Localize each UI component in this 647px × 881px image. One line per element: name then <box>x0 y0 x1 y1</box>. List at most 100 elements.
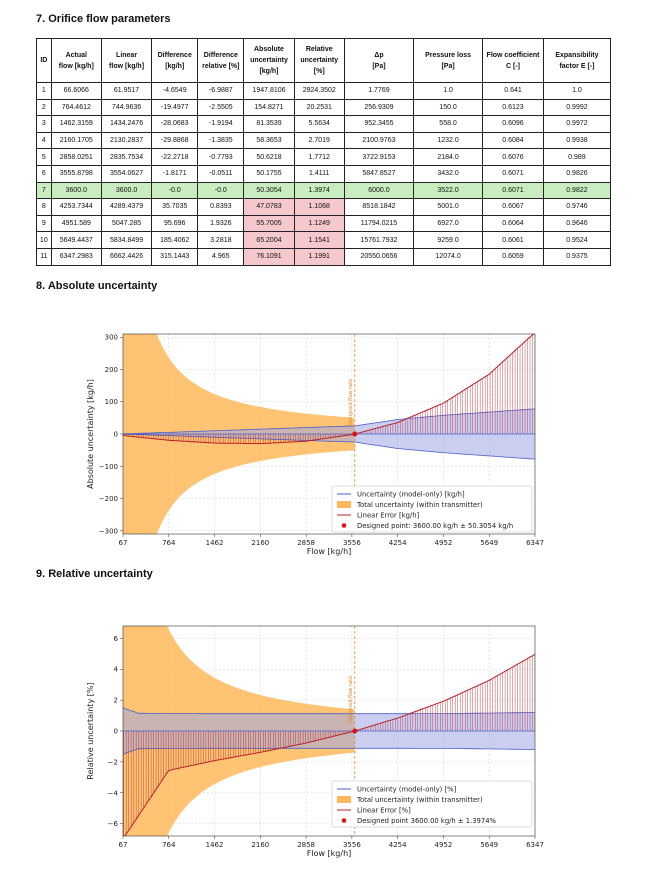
column-header: ID <box>36 38 52 83</box>
column-header: Actual flow [kg/h] <box>50 38 102 83</box>
table-cell: 61.9517 <box>100 82 153 100</box>
legend-entry: Designed point 3600.00 kg/h ± 1.3974% <box>357 817 497 825</box>
x-axis-label: Flow [kg/h] <box>307 547 352 556</box>
table-cell: 2.7019 <box>293 131 345 150</box>
table-cell: 2 <box>36 98 52 117</box>
table-cell: 952.3455 <box>343 115 415 133</box>
x-tick-label: 2160 <box>251 539 269 547</box>
table-cell: 3.2818 <box>197 231 245 249</box>
table-cell: 0.6071 <box>482 164 544 183</box>
table-cell: 6927.0 <box>412 214 484 233</box>
table-row: 9 4951.589 5047.285 95.696 1.9326 55.7005 1.12… <box>36 214 612 233</box>
y-tick-label: −2 <box>108 758 118 766</box>
table-cell: 3554.0627 <box>100 164 153 183</box>
model-uncertainty-upper-line <box>123 707 535 715</box>
x-tick-label: 5649 <box>480 841 498 849</box>
table-cell: 76.1091 <box>243 247 295 266</box>
table-cell: 9 <box>36 214 52 233</box>
x-tick-label: 67 <box>119 841 128 849</box>
table-row: 3 1462.3159 1434.2476 -28.0683 -1.9194 81.353… <box>36 115 612 133</box>
designed-flow-label: Designed flow rate <box>348 676 354 723</box>
legend-total-swatch <box>337 501 351 508</box>
table-cell: 0.6084 <box>482 131 544 150</box>
table-cell: 9259.0 <box>412 231 484 249</box>
column-header-line: Flow coefficient <box>486 51 540 59</box>
table-cell: 5834.8499 <box>100 231 153 249</box>
y-tick-label: 6 <box>114 635 119 643</box>
table-cell: -4.6549 <box>151 82 199 100</box>
table-cell: -28.0683 <box>151 115 199 133</box>
table-cell: 0.641 <box>482 82 544 100</box>
table-cell: 3600.0 <box>100 181 153 200</box>
table-cell: 0.9524 <box>542 231 612 249</box>
column-header: Difference [kg/h] <box>151 38 199 83</box>
x-tick-label: 764 <box>162 539 176 547</box>
table-cell: 1.0 <box>412 82 484 100</box>
table-cell: 0.8393 <box>197 198 245 216</box>
y-tick-label: −6 <box>108 820 119 828</box>
table-cell: 1.1068 <box>293 198 345 216</box>
model-uncertainty-lower-line <box>123 433 535 460</box>
table-cell: 1.9326 <box>197 214 245 233</box>
column-header-line: factor E [-] <box>559 62 595 70</box>
table-row: 6 3555.8798 3554.0627 -1.8171 -0.0511 50.1755… <box>36 164 612 183</box>
table-row: 4 2160.1705 2130.2837 -29.8868 -1.3835 58.365… <box>36 131 612 150</box>
column-header-line: flow [kg/h] <box>109 62 145 70</box>
column-header-line: Expansibility <box>555 51 599 59</box>
table-cell: -6.9887 <box>197 82 245 100</box>
column-header: Pressure loss [Pa] <box>412 38 484 83</box>
table-cell: 47.0783 <box>243 198 295 216</box>
table-cell: 5847.8527 <box>343 164 415 183</box>
table-cell: 1947.8106 <box>243 82 295 100</box>
linear-error-line <box>123 334 535 445</box>
table-cell: 0.9938 <box>542 131 612 150</box>
column-header-line: Actual <box>65 51 87 59</box>
column-header: Relative uncertainty [%] <box>293 38 345 83</box>
y-tick-label: 0 <box>114 728 118 736</box>
table-cell: 6347.2983 <box>50 247 102 266</box>
table-cell: 1.1249 <box>293 214 345 233</box>
table-cell: 55.7005 <box>243 214 295 233</box>
x-tick-label: 4254 <box>389 539 407 547</box>
column-header-line: Absolute <box>254 46 284 53</box>
table-cell: 50.3054 <box>243 181 295 200</box>
orifice-parameters-table: ID Actual flow [kg/h] Linear flow [kg/h] Diff… <box>36 38 612 266</box>
table-cell: 11794.0215 <box>343 214 415 233</box>
x-tick-label: 6347 <box>526 539 544 547</box>
y-tick-label: −100 <box>99 463 118 471</box>
x-tick-label: 1462 <box>206 539 224 547</box>
table-cell: 185.4062 <box>151 231 199 249</box>
plot-area <box>123 626 535 836</box>
legend-entry: Total uncertainty (within transmitter) <box>356 501 483 509</box>
column-header-line: Difference <box>157 51 192 59</box>
table-cell: 10 <box>36 231 52 249</box>
table-row: 5 2858.0251 2835.7534 -22.2718 -0.7793 50.621… <box>36 148 612 166</box>
x-tick-label: 4254 <box>389 841 407 849</box>
table-cell: 3522.0 <box>412 181 484 200</box>
y-tick-label: 200 <box>105 366 118 374</box>
table-cell: 4951.589 <box>50 214 102 233</box>
table-cell: 2184.0 <box>412 148 484 166</box>
table-cell: 0.9822 <box>542 181 612 200</box>
table-cell: -0.7793 <box>197 148 245 166</box>
table-cell: 11 <box>36 247 52 266</box>
table-cell: 50.1755 <box>243 164 295 183</box>
table-cell: 3 <box>36 115 52 133</box>
x-tick-label: 2160 <box>251 841 269 849</box>
table-cell: 5047.285 <box>100 214 153 233</box>
column-header-line: Δp <box>374 51 384 59</box>
table-cell: 0.6059 <box>482 247 544 266</box>
table-cell: 1.4111 <box>293 164 345 183</box>
plot-area <box>123 334 535 534</box>
column-header: Expansibility factor E [-] <box>542 38 612 83</box>
column-header: Absolute uncertainty [kg/h] <box>243 38 295 83</box>
designed-point-marker <box>352 431 358 437</box>
absolute-uncertainty-chart: Designed flow rate 67 764 1462 2160 2858 3556 4… <box>86 333 544 556</box>
column-header-line: flow [kg/h] <box>58 62 94 70</box>
table-cell: 1.0 <box>542 82 612 100</box>
column-header-line: [Pa] <box>372 62 386 70</box>
table-cell: 150.0 <box>412 98 484 117</box>
table-cell: 3432.0 <box>412 164 484 183</box>
table-cell: 1.7712 <box>293 148 345 166</box>
table-cell: 0.9972 <box>542 115 612 133</box>
